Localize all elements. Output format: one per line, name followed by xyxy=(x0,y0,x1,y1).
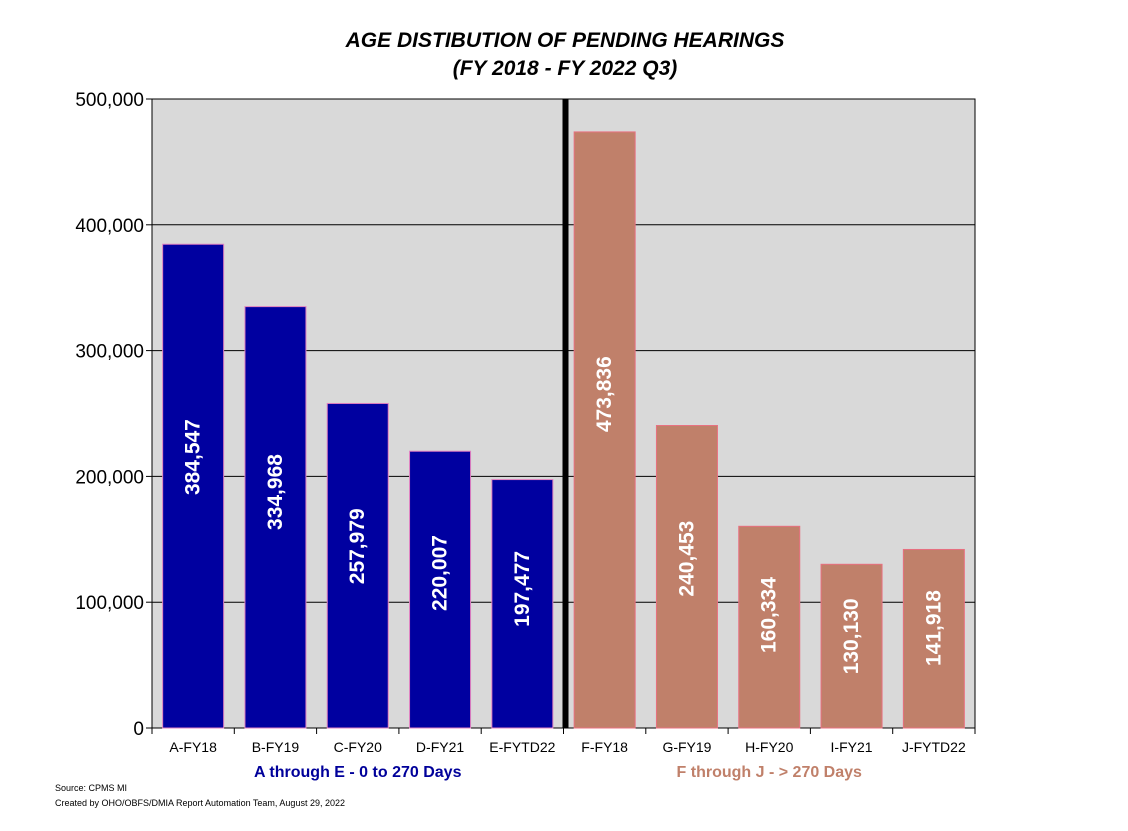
created-note: Created by OHO/OBFS/DMIA Report Automati… xyxy=(55,798,345,808)
x-tick-label: B-FY19 xyxy=(252,739,300,755)
y-tick-label: 100,000 xyxy=(75,593,144,614)
bar-A-FY18 xyxy=(162,243,225,729)
x-tick-label: J-FYTD22 xyxy=(902,739,966,755)
source-note: Source: CPMS MI xyxy=(55,783,127,793)
bar-B-FY19 xyxy=(244,306,307,729)
data-label: 160,334 xyxy=(758,577,781,653)
bar-E-FYTD22 xyxy=(491,479,554,729)
chart-subtitle: (FY 2018 - FY 2022 Q3) xyxy=(453,57,678,80)
x-tick-label: D-FY21 xyxy=(416,739,464,755)
data-label: 384,547 xyxy=(182,419,205,495)
x-tick-label: A-FY18 xyxy=(169,739,217,755)
y-tick-label: 500,000 xyxy=(75,90,144,111)
x-tick-label: C-FY20 xyxy=(334,739,382,755)
y-tick-label: 300,000 xyxy=(75,342,144,363)
bar-J-FYTD22 xyxy=(902,548,965,729)
x-tick-label: E-FYTD22 xyxy=(489,739,555,755)
data-label: 130,130 xyxy=(840,598,863,674)
data-label: 473,836 xyxy=(593,356,616,432)
data-label: 220,007 xyxy=(429,535,452,611)
data-label: 334,968 xyxy=(264,454,287,530)
group-label: F through J - > 270 Days xyxy=(677,764,862,781)
data-label: 141,918 xyxy=(922,590,945,666)
bar-C-FY20 xyxy=(326,402,389,729)
data-label: 197,477 xyxy=(511,551,534,627)
x-tick-label: G-FY19 xyxy=(662,739,711,755)
x-tick-label: I-FY21 xyxy=(831,739,873,755)
bar-G-FY19 xyxy=(655,425,718,729)
x-tick-label: H-FY20 xyxy=(745,739,793,755)
chart-title: AGE DISTIBUTION OF PENDING HEARINGS xyxy=(345,29,785,52)
bar-H-FY20 xyxy=(738,525,801,729)
group-label: A through E - 0 to 270 Days xyxy=(254,764,462,781)
bar-D-FY21 xyxy=(409,450,472,729)
bar-I-FY21 xyxy=(820,563,883,729)
bar-F-FY18 xyxy=(573,131,636,729)
data-label: 240,453 xyxy=(675,521,698,597)
y-tick-label: 0 xyxy=(133,719,144,740)
y-tick-label: 200,000 xyxy=(75,467,144,488)
data-label: 257,979 xyxy=(346,508,369,584)
y-tick-label: 400,000 xyxy=(75,216,144,237)
x-tick-label: F-FY18 xyxy=(581,739,628,755)
